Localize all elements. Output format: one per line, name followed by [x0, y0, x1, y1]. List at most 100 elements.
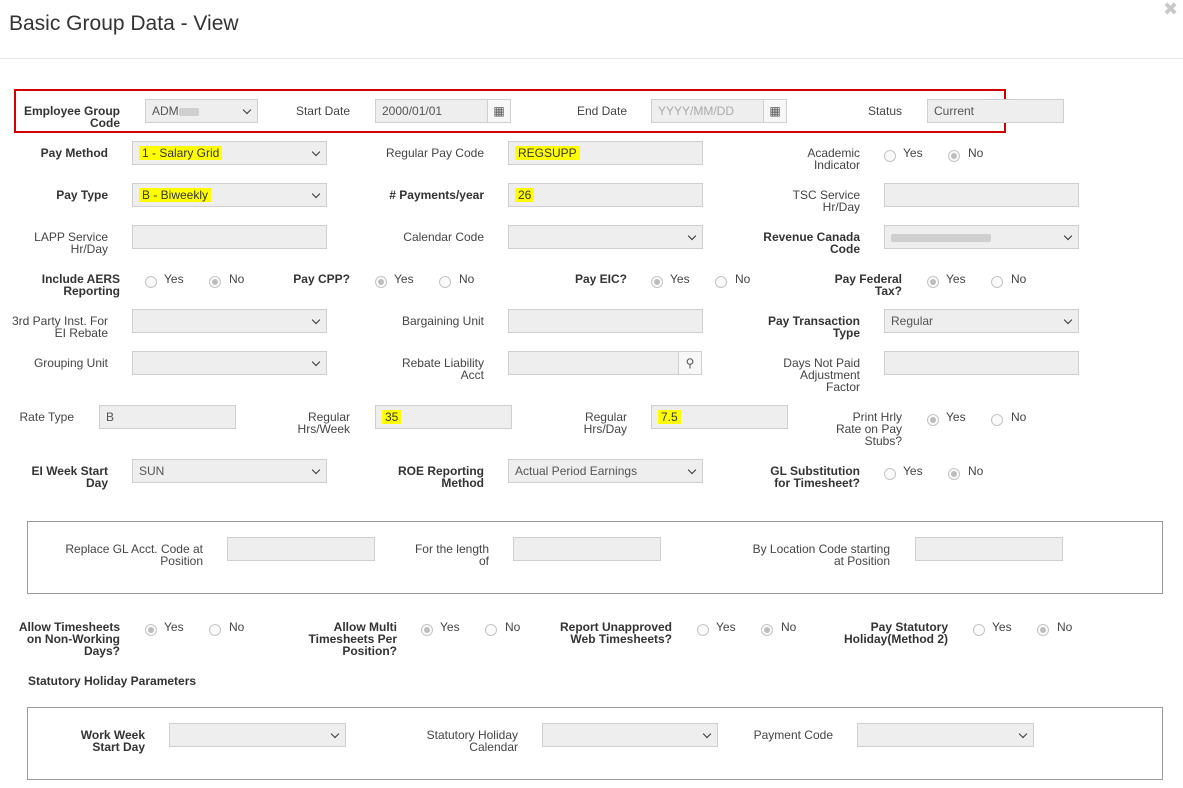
- calendar-icon[interactable]: ▦: [487, 99, 511, 123]
- regular-pay-code-label: Regular Pay Code: [385, 146, 484, 160]
- include-aers-yes-radio[interactable]: [145, 276, 157, 288]
- label-line: Hr/Day: [70, 242, 108, 256]
- pay-statutory-no-radio[interactable]: [1037, 624, 1049, 636]
- academic-indicator-no-radio[interactable]: [948, 150, 960, 162]
- search-icon[interactable]: ⚲: [678, 351, 702, 375]
- allow-multi-no-radio[interactable]: [485, 624, 497, 636]
- redacted-text: [891, 233, 991, 242]
- field-value: 26: [515, 188, 535, 202]
- pay-cpp-no-radio[interactable]: [439, 276, 451, 288]
- label-line: Rebate Liability: [401, 356, 484, 370]
- employee-group-code-select[interactable]: ADM: [145, 99, 258, 123]
- statutory-heading: Statutory Holiday Parameters: [28, 674, 197, 688]
- pay-statutory-label: Pay Statutory Holiday(Method 2): [818, 621, 948, 645]
- report-unapproved-no-radio[interactable]: [761, 624, 773, 636]
- gl-substitution-yes-radio[interactable]: [884, 468, 896, 480]
- label-line: LAPP Service: [34, 230, 108, 244]
- pay-federal-tax-yes-radio[interactable]: [927, 276, 939, 288]
- length-of-field: [513, 537, 661, 561]
- revenue-canada-code-select[interactable]: [884, 225, 1079, 249]
- label-line: Days Not Paid: [783, 356, 860, 370]
- radio-label: No: [229, 620, 245, 634]
- label-line: Tax?: [874, 284, 902, 298]
- roe-reporting-method-select[interactable]: Actual Period Earnings: [508, 459, 703, 483]
- statutory-panel: [27, 707, 1163, 780]
- grouping-unit-select[interactable]: [132, 351, 327, 375]
- bargaining-unit-label: Bargaining Unit: [401, 314, 484, 328]
- label-line: Type: [832, 326, 860, 340]
- regular-hrs-week-field: 35: [375, 405, 512, 429]
- label-line: Include AERS: [41, 272, 120, 286]
- label-line: Print Hrly: [852, 410, 902, 424]
- pay-federal-tax-no-radio[interactable]: [991, 276, 1003, 288]
- pay-eic-no-radio[interactable]: [715, 276, 727, 288]
- radio-label: Yes: [903, 464, 923, 478]
- rate-type-field: B: [99, 405, 236, 429]
- label-line: for Timesheet?: [774, 476, 860, 490]
- third-party-label: 3rd Party Inst. For EI Rebate: [0, 315, 108, 339]
- radio-label: No: [1011, 410, 1027, 424]
- pay-type-select[interactable]: B - Biweekly: [132, 183, 327, 207]
- calendar-code-select[interactable]: [508, 225, 703, 249]
- label-line: Adjustment: [799, 368, 860, 382]
- gl-substitution-no-radio[interactable]: [948, 468, 960, 480]
- report-unapproved-yes-radio[interactable]: [697, 624, 709, 636]
- radio-label: No: [459, 272, 475, 286]
- label-line: Start Day: [92, 740, 145, 754]
- radio-label: Yes: [670, 272, 690, 286]
- payment-code-select[interactable]: [857, 723, 1034, 747]
- include-aers-no-radio[interactable]: [209, 276, 221, 288]
- calendar-code-label: Calendar Code: [403, 230, 484, 244]
- allow-non-working-no-radio[interactable]: [209, 624, 221, 636]
- pay-statutory-yes-radio[interactable]: [973, 624, 985, 636]
- third-party-select[interactable]: [132, 309, 327, 333]
- calendar-icon[interactable]: ▦: [763, 99, 787, 123]
- label-line: Regular: [584, 410, 627, 424]
- start-date-input[interactable]: 2000/01/01: [375, 99, 488, 123]
- radio-label: No: [229, 272, 245, 286]
- work-week-start-day-select[interactable]: [169, 723, 346, 747]
- revenue-canada-code-label: Revenue Canada Code: [740, 231, 860, 255]
- label-line: Stubs?: [864, 434, 902, 448]
- print-hrly-rate-no-radio[interactable]: [991, 414, 1003, 426]
- pay-method-select[interactable]: 1 - Salary Grid: [132, 141, 327, 165]
- label-line: ROE Reporting: [398, 464, 484, 478]
- by-location-field: [915, 537, 1063, 561]
- pay-eic-label: Pay EIC?: [574, 272, 627, 286]
- employee-group-code-label: Employee Group Code: [20, 105, 120, 129]
- regular-pay-code-field: REGSUPP: [508, 141, 703, 165]
- label-line: EI Rebate: [54, 326, 108, 340]
- radio-label: No: [968, 146, 984, 160]
- label-line: Days?: [83, 644, 120, 658]
- replace-gl-field: [227, 537, 375, 561]
- allow-non-working-yes-radio[interactable]: [145, 624, 157, 636]
- rebate-liability-acct-label: Rebate Liability Acct: [364, 357, 484, 381]
- close-icon[interactable]: ✖: [1163, 0, 1179, 19]
- radio-label: No: [735, 272, 751, 286]
- label-line: Method: [441, 476, 484, 490]
- print-hrly-rate-yes-radio[interactable]: [927, 414, 939, 426]
- pay-federal-tax-label: Pay Federal Tax?: [802, 273, 902, 297]
- pay-cpp-yes-radio[interactable]: [375, 276, 387, 288]
- pay-transaction-type-select[interactable]: Regular: [884, 309, 1079, 333]
- ei-week-start-day-select[interactable]: SUN: [132, 459, 327, 483]
- label-line: TSC Service: [792, 188, 860, 202]
- label-line: Employee Group: [23, 104, 120, 118]
- label-line: Allow Multi: [333, 620, 397, 634]
- statutory-holiday-calendar-select[interactable]: [542, 723, 718, 747]
- lapp-service-label: LAPP Service Hr/Day: [0, 231, 108, 255]
- label-line: Web Timesheets?: [570, 632, 672, 646]
- end-date-input[interactable]: YYYY/MM/DD: [651, 99, 764, 123]
- pay-eic-yes-radio[interactable]: [651, 276, 663, 288]
- label-line: Position: [160, 554, 203, 568]
- regular-hrs-day-label: Regular Hrs/Day: [547, 411, 627, 435]
- days-not-paid-field: [884, 351, 1079, 375]
- field-value: REGSUPP: [515, 146, 580, 160]
- include-aers-label: Include AERS Reporting: [0, 273, 120, 297]
- label-line: Timesheets Per: [308, 632, 398, 646]
- label-line: Regular: [307, 410, 350, 424]
- select-value: ADM: [152, 104, 179, 118]
- allow-multi-yes-radio[interactable]: [421, 624, 433, 636]
- academic-indicator-yes-radio[interactable]: [884, 150, 896, 162]
- gl-substitution-panel: [27, 521, 1163, 594]
